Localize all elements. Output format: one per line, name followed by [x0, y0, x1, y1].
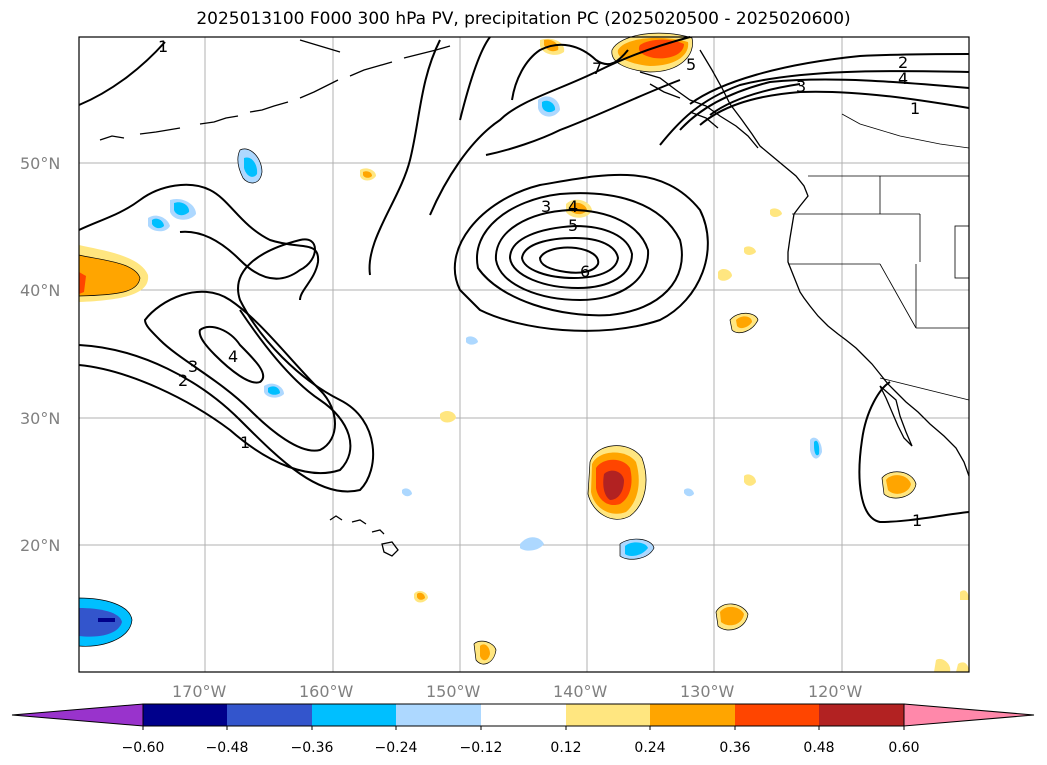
- precip-blob: [79, 255, 140, 296]
- precip-blob: [720, 606, 744, 626]
- colorbar-tick-label: 0.36: [719, 740, 750, 756]
- contour-label: 1: [240, 433, 250, 452]
- precip-blob: [684, 488, 694, 497]
- precip-blob: [638, 39, 684, 59]
- contour-label: 5: [568, 216, 578, 235]
- colorbar-tick-label: −0.60: [122, 740, 165, 756]
- precip-blob: [152, 218, 164, 229]
- lat-label: 40°N: [20, 281, 60, 300]
- precip-blob: [814, 440, 820, 456]
- lon-label: 130°W: [680, 682, 735, 701]
- precip-blob: [718, 269, 732, 281]
- precip-blob: [363, 171, 372, 178]
- colorbar-tick-label: 0.60: [888, 740, 919, 756]
- lon-label: 160°W: [299, 682, 354, 701]
- colorbar-tick-label: −0.36: [291, 740, 334, 756]
- colorbar-segment: [481, 704, 566, 726]
- map-title: 2025013100 F000 300 hPa PV, precipitatio…: [196, 9, 851, 29]
- colorbar-tick-label: −0.48: [206, 740, 249, 756]
- lat-label: 20°N: [20, 536, 60, 555]
- contour-label: 4: [568, 197, 578, 216]
- colorbar: [11, 703, 1035, 730]
- coastlines: [99, 39, 970, 557]
- precip-blob: [542, 100, 556, 113]
- colorbar-segment: [819, 704, 904, 726]
- precip-blob: [417, 592, 425, 600]
- precip-blob: [440, 411, 456, 423]
- precip-blob: [98, 618, 115, 622]
- colorbar-tick-label: −0.12: [460, 740, 503, 756]
- precip-blob: [174, 202, 190, 216]
- precip-blob: [79, 608, 122, 637]
- colorbar-tick-label: 0.48: [803, 740, 834, 756]
- precip-blob: [744, 246, 756, 255]
- precip-blob: [402, 488, 412, 497]
- contour-label: 2: [898, 53, 908, 72]
- precip-blob: [466, 336, 478, 345]
- colorbar-segment: [566, 704, 650, 726]
- contour-label: 3: [188, 357, 198, 376]
- precip-blob: [960, 590, 969, 600]
- contour-label: 1: [912, 511, 922, 530]
- colorbar-segment: [735, 704, 819, 726]
- colorbar-segment: [143, 704, 227, 726]
- lon-label: 120°W: [808, 682, 863, 701]
- pv-contours: [78, 36, 970, 524]
- precip-blob: [244, 157, 258, 177]
- precip-blob: [744, 474, 756, 486]
- contour-labels: 1 7 5 2 4 3 1 3 4 5 6 4 3 2 1 1: [158, 37, 922, 530]
- precip-blob: [603, 470, 624, 500]
- precip-blob: [625, 542, 648, 556]
- lat-label: 50°N: [20, 154, 60, 173]
- contour-label: 3: [796, 77, 806, 96]
- contour-label: 1: [910, 99, 920, 118]
- precipitation-shading: [79, 33, 969, 672]
- contour-label: 6: [580, 262, 590, 281]
- longitude-labels: 170°W 160°W 150°W 140°W 130°W 120°W: [172, 682, 863, 701]
- contour-label: 2: [178, 371, 188, 390]
- precip-outlines: [78, 32, 917, 665]
- precip-blob: [520, 537, 544, 551]
- colorbar-extend-min: [11, 703, 144, 727]
- colorbar-segment: [396, 704, 481, 726]
- gridlines: [79, 37, 969, 672]
- lon-label: 140°W: [553, 682, 608, 701]
- precip-blob: [480, 644, 490, 661]
- lon-label: 150°W: [426, 682, 481, 701]
- contour-label: 4: [898, 69, 908, 88]
- contour-label: 1: [158, 37, 168, 56]
- colorbar-segment: [227, 704, 312, 726]
- precip-blob: [956, 662, 969, 672]
- precip-blob: [770, 208, 782, 217]
- political-borders: [788, 113, 970, 401]
- precip-blob: [736, 316, 752, 329]
- colorbar-labels: −0.60 −0.48 −0.36 −0.24 −0.12 0.12 0.24 …: [122, 740, 920, 756]
- contour-label: 4: [228, 347, 238, 366]
- colorbar-tick-label: 0.12: [550, 740, 581, 756]
- colorbar-extend-max: [903, 703, 1035, 727]
- contour-label: 3: [541, 197, 551, 216]
- lat-label: 30°N: [20, 409, 60, 428]
- colorbar-outline: [142, 703, 905, 727]
- contour-label: 7: [592, 59, 602, 78]
- map-border: [78, 36, 970, 673]
- precip-blob: [886, 475, 911, 494]
- precip-blob: [934, 658, 951, 672]
- colorbar-segment: [650, 704, 735, 726]
- contour-label: 5: [686, 55, 696, 74]
- colorbar-tick-label: 0.24: [634, 740, 665, 756]
- colorbar-segment: [312, 704, 396, 726]
- precip-blob: [79, 272, 86, 294]
- colorbar-tick-label: −0.24: [375, 740, 418, 756]
- precip-blob: [268, 386, 280, 395]
- lon-label: 170°W: [172, 682, 227, 701]
- latitude-labels: 50°N 40°N 30°N 20°N: [20, 154, 60, 555]
